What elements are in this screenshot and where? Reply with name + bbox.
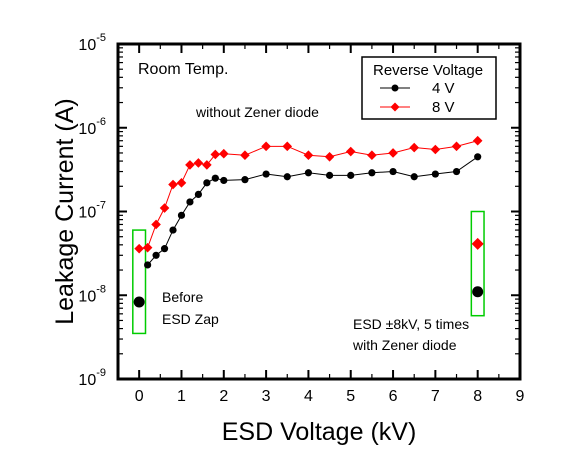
data-point — [345, 146, 356, 157]
data-point — [160, 245, 169, 253]
data-point — [176, 178, 187, 188]
y-tick-label: 10-7 — [78, 200, 106, 222]
data-point — [389, 167, 397, 176]
x-tick-label: 8 — [473, 388, 482, 405]
data-point — [451, 141, 462, 152]
data-point — [430, 144, 441, 155]
data-point — [210, 149, 221, 160]
series-4v — [144, 153, 482, 269]
data-point — [202, 160, 212, 170]
data-point — [431, 170, 439, 178]
data-point — [367, 150, 377, 161]
data-point — [283, 173, 291, 181]
x-tick-label: 7 — [431, 388, 440, 405]
data-point — [388, 148, 398, 158]
data-point — [194, 190, 202, 199]
data-point — [240, 150, 250, 161]
data-point — [151, 219, 161, 230]
data-point — [193, 158, 204, 168]
data-point — [282, 141, 293, 152]
data-point — [410, 173, 418, 181]
data-point — [142, 242, 153, 253]
data-point — [168, 179, 178, 190]
legend-title: Reverse Voltage — [373, 62, 483, 79]
point-zener-8v — [471, 237, 484, 250]
legend-label: 8 V — [432, 99, 455, 116]
y-tick-base: 10 — [78, 205, 96, 222]
legend-marker — [391, 84, 399, 92]
data-point — [303, 150, 314, 161]
x-tick-label: 3 — [262, 388, 271, 405]
y-tick-label: 10-6 — [78, 116, 106, 138]
data-point — [474, 153, 482, 161]
data-point — [144, 261, 152, 269]
y-axis-title: Leakage Current (A) — [51, 98, 79, 325]
y-tick-base: 10 — [78, 37, 96, 54]
data-point — [203, 179, 211, 187]
data-point — [241, 176, 249, 184]
series-layer — [134, 135, 483, 269]
data-point — [324, 151, 335, 162]
data-point — [325, 171, 334, 179]
data-point — [262, 170, 270, 178]
zener-box — [470, 210, 485, 317]
data-point — [368, 169, 376, 177]
data-point — [218, 148, 229, 159]
data-point — [211, 174, 219, 182]
x-tick-label: 2 — [219, 388, 228, 405]
point-before-zap-4v — [133, 296, 145, 308]
series-8v — [134, 135, 483, 254]
x-tick-label: 0 — [135, 388, 144, 405]
data-point — [304, 169, 313, 177]
data-point — [152, 251, 160, 259]
annotation-before-zap-line1: Before — [162, 289, 203, 305]
y-tick-base: 10 — [78, 372, 96, 389]
series-line — [147, 156, 478, 266]
x-tick-label: 9 — [516, 388, 525, 405]
legend-label: 4 V — [432, 80, 455, 97]
data-point — [452, 167, 461, 176]
annotation-without-zener: without Zener diode — [195, 104, 319, 120]
x-tick-label: 4 — [304, 388, 313, 405]
highlight-boxes — [132, 210, 485, 335]
y-tick-exponent: -8 — [96, 283, 106, 295]
data-point — [185, 160, 195, 170]
data-point — [409, 142, 420, 153]
data-point — [134, 243, 144, 254]
x-axis-ticks: 0 1 2 3 4 5 6 7 8 9 — [135, 44, 525, 405]
y-tick-label: 10-9 — [78, 367, 106, 389]
annotation-esd-line1: ESD ±8kV, 5 times — [353, 316, 469, 332]
annotation-room-temp: Room Temp. — [138, 61, 228, 78]
before-zap-box — [132, 229, 147, 335]
annotation-before-zap-line2: ESD Zap — [162, 311, 219, 327]
y-tick-exponent: -9 — [96, 367, 106, 379]
y-tick-label: 10-5 — [78, 32, 106, 54]
y-axis-ticks: 10-910-810-710-610-5 — [78, 32, 520, 389]
data-point — [186, 198, 194, 206]
y-tick-base: 10 — [78, 121, 96, 138]
x-tick-label: 6 — [389, 388, 398, 405]
data-point — [347, 171, 355, 179]
data-point — [159, 203, 170, 213]
legend-entries: 4 V8 V — [380, 80, 455, 116]
x-tick-label: 5 — [346, 388, 355, 405]
data-point — [220, 176, 228, 185]
legend: Reverse Voltage 4 V8 V — [361, 56, 497, 120]
data-point — [169, 226, 177, 234]
y-tick-label: 10-8 — [78, 283, 106, 305]
extra-points-layer — [133, 237, 484, 308]
y-tick-base: 10 — [78, 288, 96, 305]
x-axis-title: ESD Voltage (kV) — [222, 418, 417, 446]
y-tick-exponent: -5 — [96, 32, 106, 44]
data-point — [261, 141, 271, 152]
y-tick-exponent: -6 — [96, 116, 106, 128]
point-zener-4v — [472, 286, 484, 298]
legend-marker — [390, 102, 400, 112]
x-tick-label: 1 — [177, 388, 186, 405]
y-tick-exponent: -7 — [96, 200, 106, 212]
data-point — [177, 211, 186, 219]
annotation-esd-line2: with Zener diode — [352, 337, 457, 353]
data-point — [472, 135, 483, 146]
